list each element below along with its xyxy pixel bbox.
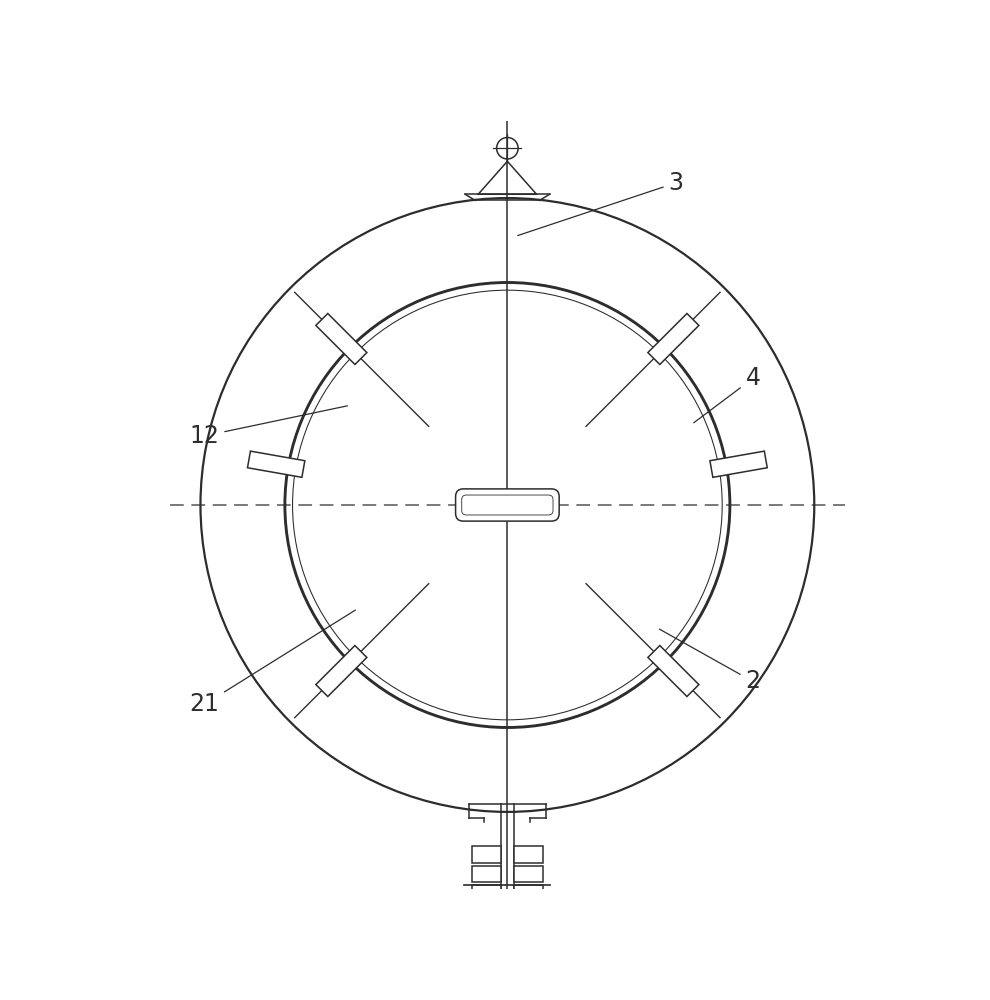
FancyBboxPatch shape	[455, 489, 559, 521]
Text: 21: 21	[189, 610, 355, 716]
Bar	[472, 885, 501, 902]
Bar	[514, 885, 543, 902]
Bar	[514, 846, 543, 863]
Polygon shape	[647, 646, 699, 697]
Text: 3: 3	[518, 171, 684, 236]
Polygon shape	[710, 451, 767, 477]
Text: 2: 2	[659, 629, 760, 693]
Bar	[514, 866, 543, 882]
FancyBboxPatch shape	[461, 495, 553, 515]
Bar	[472, 846, 501, 863]
Polygon shape	[647, 313, 699, 364]
Polygon shape	[316, 646, 367, 697]
Polygon shape	[248, 451, 305, 477]
Polygon shape	[316, 313, 367, 364]
Text: 4: 4	[694, 366, 760, 423]
Bar	[472, 866, 501, 882]
Text: 12: 12	[189, 406, 347, 448]
